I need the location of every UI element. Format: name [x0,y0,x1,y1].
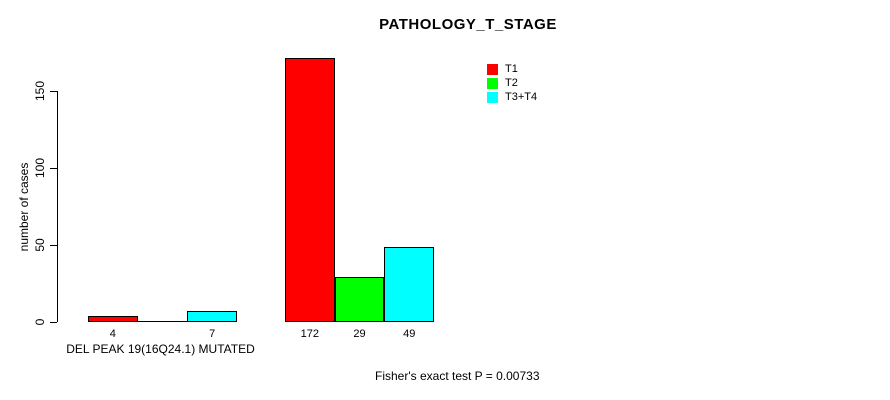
bar-t1 [88,315,138,322]
y-tick-label: 150 [33,81,47,102]
legend-item-t2: T2 [487,78,537,89]
bar-t2 [334,277,385,322]
bar-t3t4 [384,246,435,322]
legend-item-t3t4: T3+T4 [487,92,537,103]
bar-value-label: 29 [353,328,366,340]
y-tick [50,168,57,170]
legend-label-t3t4: T3+T4 [505,91,538,103]
bar-value-label: 7 [209,328,216,340]
bar-value-label: 4 [109,328,116,340]
y-axis-label: number of cases [17,162,31,252]
y-tick-label: 100 [33,158,47,179]
bar-value-label: 172 [300,328,320,340]
legend-swatch-t1 [487,64,498,75]
y-tick [50,322,57,323]
chart-title: PATHOLOGY_T_STAGE [379,16,557,33]
legend-label-t2: T2 [505,77,518,89]
fisher-test-annotation: Fisher's exact test P = 0.00733 [375,369,540,383]
y-axis-line [57,91,58,322]
legend-label-t1: T1 [505,63,518,75]
legend-swatch-t2 [487,78,498,89]
bar-value-label: 49 [403,328,416,340]
y-tick [50,245,57,247]
legend: T1 T2 T3+T4 [487,64,537,103]
x-axis-group-label: DEL PEAK 19(16Q24.1) MUTATED [66,342,255,356]
bar-t1 [285,57,335,322]
bar-t3t4 [187,311,238,322]
y-tick-label: 0 [33,318,47,326]
y-tick-label: 50 [33,238,47,252]
legend-swatch-t3t4 [487,92,498,103]
y-tick [50,91,57,93]
legend-item-t1: T1 [487,64,537,75]
bar-t2 [137,321,188,322]
